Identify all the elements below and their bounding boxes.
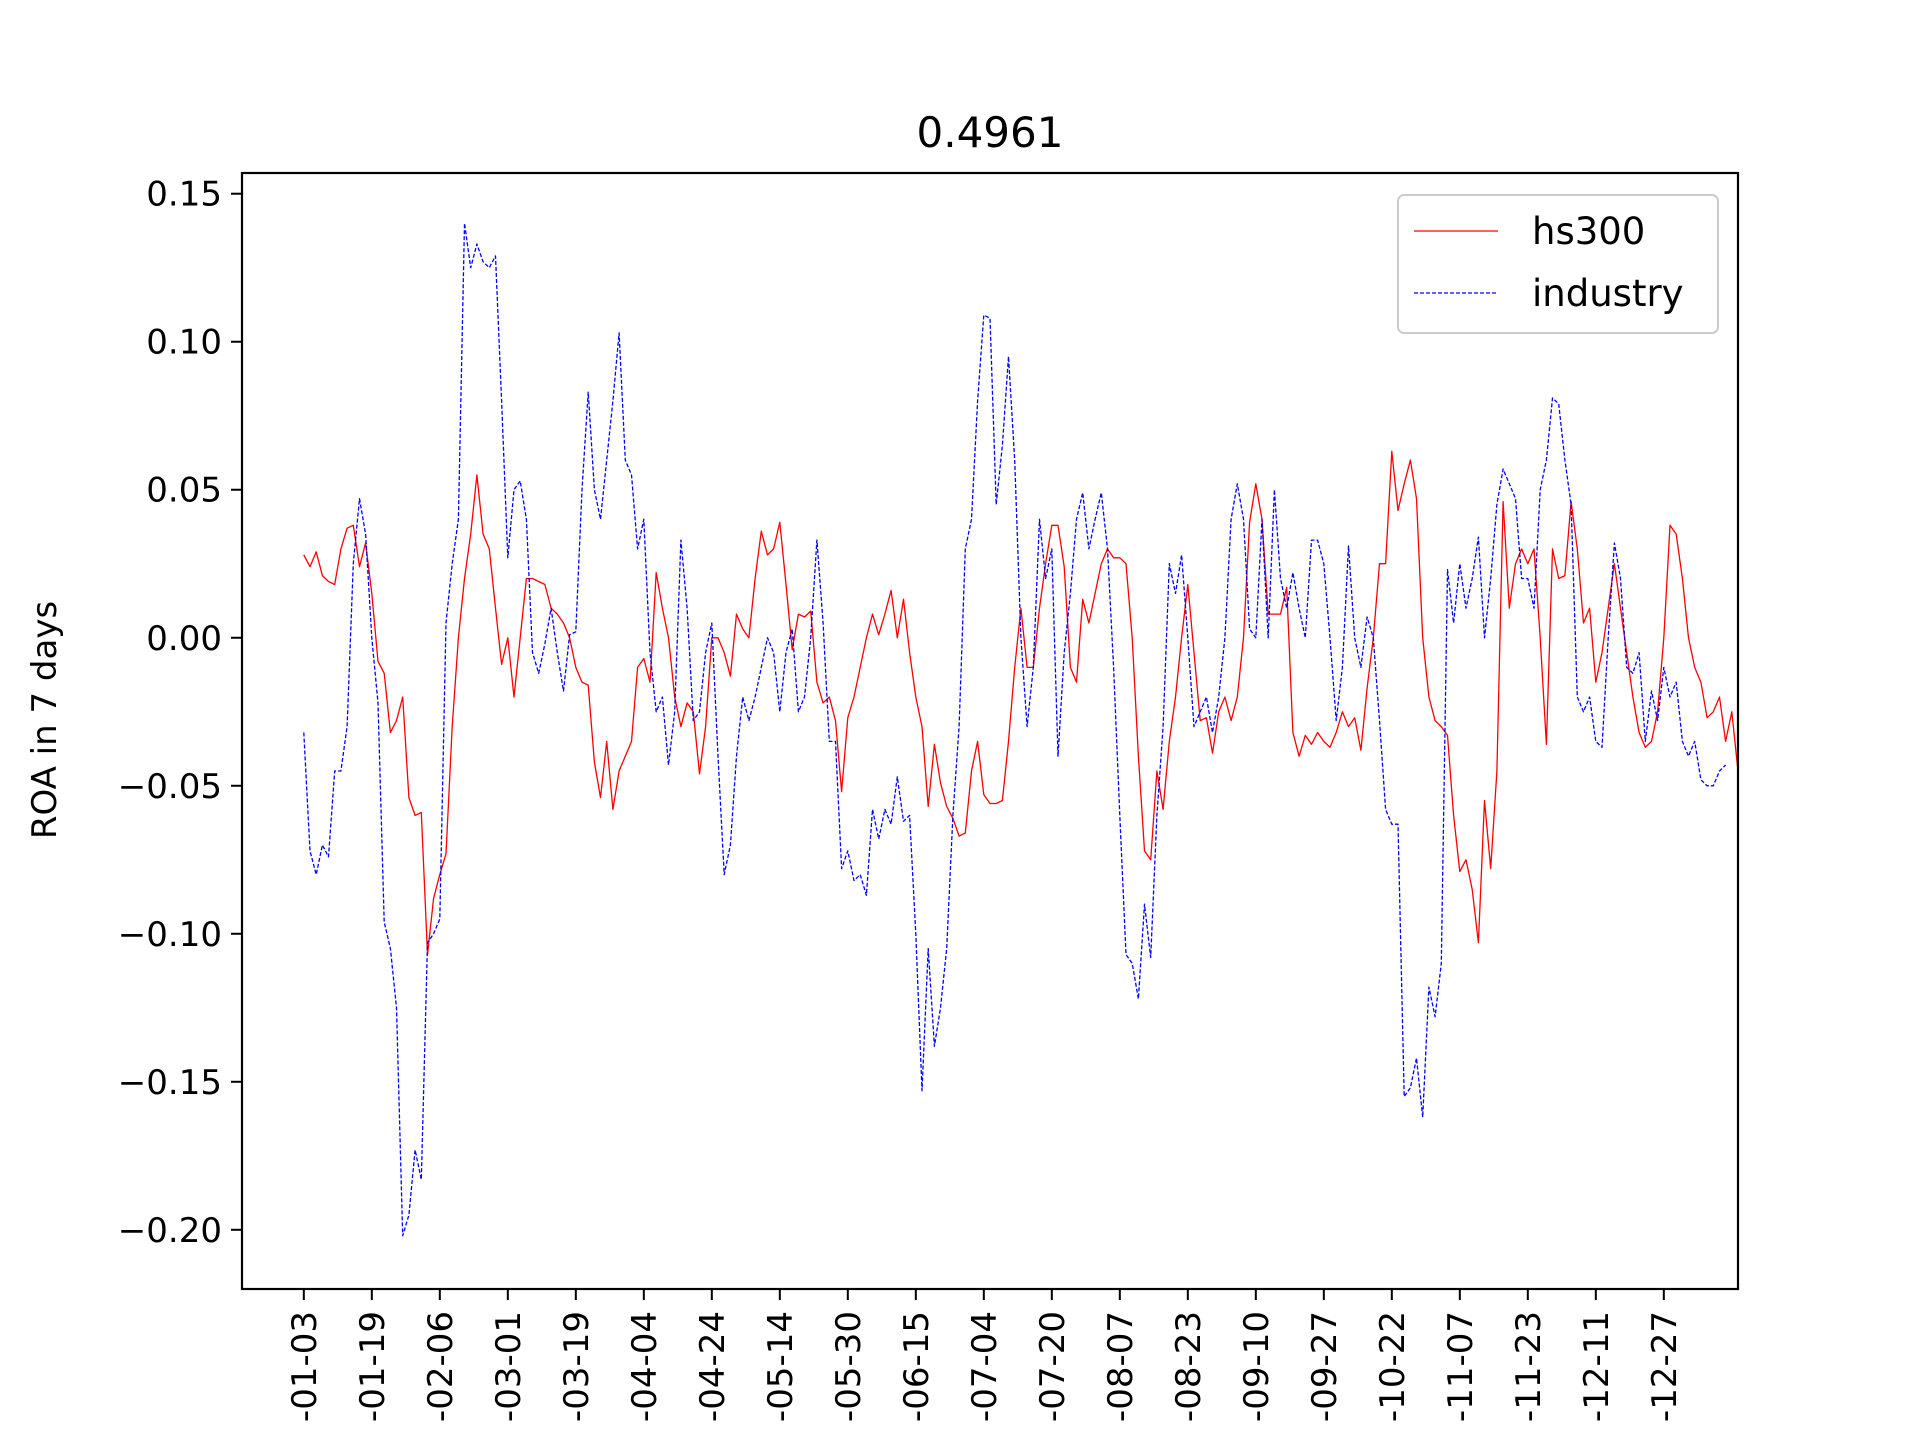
x-tick-label: -05-14 [761,1311,801,1422]
y-tick-label: −0.15 [118,1063,222,1103]
x-tick-label: -04-24 [693,1311,733,1422]
x-tick-label: -06-15 [897,1311,937,1422]
chart-title: 0.4961 [917,108,1064,157]
legend-label-industry: industry [1532,272,1684,315]
x-tick-label: -01-03 [285,1311,325,1422]
y-tick-label: −0.05 [118,767,222,807]
x-tick-label: -10-22 [1373,1311,1413,1422]
y-tick-label: −0.10 [118,915,222,955]
x-tick-label: -02-06 [421,1311,461,1422]
y-axis-ticks: 0.15 0.10 0.05 0.00 −0.05 −0.10 −0.15 −0.20 [118,175,242,1251]
plot-frame [240,171,1740,1291]
x-tick-label: -12-11 [1577,1311,1617,1422]
x-tick-label: -09-10 [1237,1311,1277,1422]
y-tick-label: 0.00 [146,619,222,659]
x-tick-label: -07-04 [965,1311,1005,1422]
legend-label-hs300: hs300 [1532,210,1645,253]
x-tick-label: -05-30 [829,1311,869,1422]
series-layer [303,222,1739,1237]
x-tick-label: -04-04 [625,1311,665,1422]
x-tick-label: -11-23 [1509,1311,1549,1422]
x-tick-label: -09-27 [1305,1311,1345,1422]
y-tick-label: −0.20 [118,1211,222,1251]
x-tick-label: -01-19 [353,1311,393,1422]
series-line-hs300 [303,450,1739,956]
y-axis-label: ROA in 7 days [25,601,65,839]
x-tick-label: -07-20 [1033,1311,1073,1422]
y-tick-label: 0.15 [146,175,222,215]
y-tick-label: 0.10 [146,323,222,363]
x-tick-label: -08-23 [1169,1311,1209,1422]
series-line-industry [303,222,1727,1237]
y-tick-label: 0.05 [146,471,222,511]
x-axis-ticks: -01-03 -01-19 -02-06 -03-01 -03-19 -04-04 -04-… [285,1289,1685,1422]
x-tick-label: -12-27 [1645,1311,1685,1422]
legend: hs300 industry [1397,194,1719,334]
x-tick-label: -08-07 [1101,1311,1141,1422]
legend-box [1397,194,1719,334]
x-tick-label: -11-07 [1441,1311,1481,1422]
x-tick-label: -03-19 [557,1311,597,1422]
x-tick-label: -03-01 [489,1311,529,1422]
